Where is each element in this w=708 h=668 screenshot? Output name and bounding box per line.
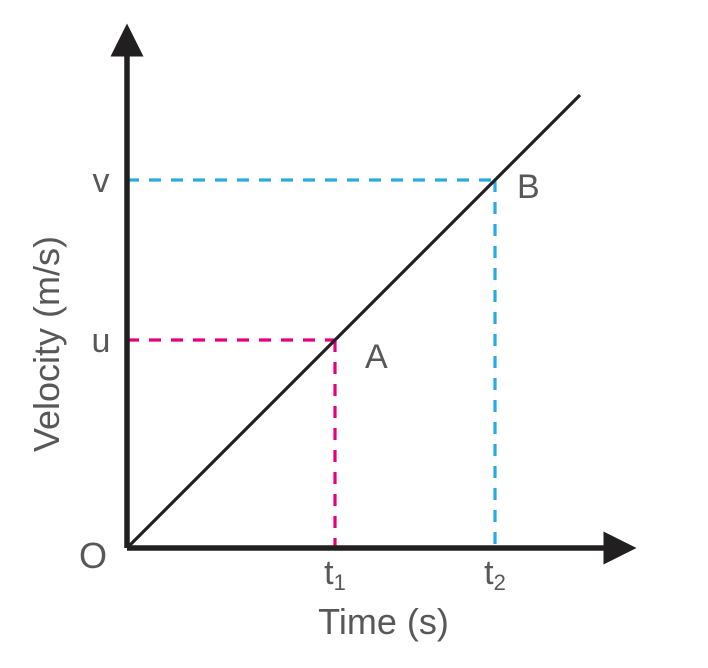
y-axis-title: Velocity (m/s) (26, 236, 67, 452)
origin-label: O (79, 535, 107, 576)
y-tick-u: u (92, 322, 111, 360)
velocity-line (127, 95, 580, 548)
velocity-time-graph: O u v t1 t2 A B Velocity (m/s) Time (s) (0, 0, 708, 668)
y-tick-v: v (93, 162, 110, 200)
point-b-label: B (517, 168, 540, 206)
x-axis-title: Time (s) (318, 601, 449, 642)
point-a-label: A (365, 338, 388, 376)
x-tick-t1: t1 (324, 554, 346, 595)
x-tick-t2: t2 (484, 554, 506, 595)
